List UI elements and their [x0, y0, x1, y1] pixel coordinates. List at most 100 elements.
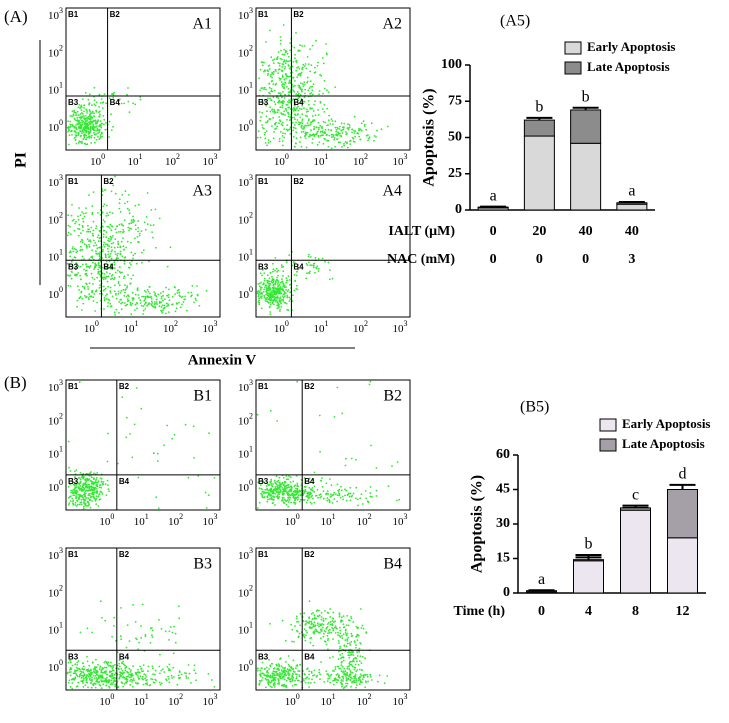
event-dot — [268, 83, 271, 85]
event-dot — [115, 231, 118, 234]
event-dot — [168, 681, 171, 684]
y-tick-label: 100 — [48, 658, 63, 674]
plot-label: B4 — [383, 556, 402, 573]
event-dot — [100, 480, 103, 483]
event-dot — [257, 295, 260, 298]
event-dot — [85, 669, 88, 671]
x-tick-label: 0 — [490, 224, 497, 239]
event-dot — [267, 301, 270, 304]
event-dot — [99, 484, 101, 487]
event-dot — [114, 672, 117, 674]
event-dot — [75, 119, 78, 122]
event-dot — [294, 102, 296, 105]
event-dot — [279, 42, 282, 45]
event-dot — [126, 678, 129, 681]
event-dot — [322, 131, 324, 134]
event-dot — [283, 502, 286, 505]
event-dot — [105, 122, 107, 124]
event-dot — [113, 278, 115, 281]
event-dot — [80, 503, 83, 506]
tick-exponent: 0 — [59, 658, 63, 667]
event-dot — [82, 498, 85, 501]
event-dot — [358, 683, 361, 686]
event-dot — [291, 264, 294, 267]
event-dot — [123, 683, 126, 685]
event-dot — [158, 619, 160, 621]
event-dot — [267, 72, 270, 75]
event-dot — [282, 493, 284, 495]
event-dot — [339, 667, 342, 670]
event-dot — [71, 497, 74, 500]
event-dot — [103, 288, 106, 291]
event-dot — [305, 634, 307, 637]
event-dot — [269, 291, 272, 294]
event-dot — [85, 109, 88, 111]
event-dot — [81, 667, 84, 670]
event-dot — [308, 477, 311, 480]
event-dot — [302, 499, 305, 501]
event-dot — [160, 682, 163, 685]
y-tick-label: 103 — [238, 173, 253, 189]
event-dot — [105, 236, 108, 239]
event-dot — [345, 682, 347, 685]
x-row-value: 0 — [536, 252, 543, 267]
significance-letter: d — [679, 466, 687, 483]
event-dot — [321, 57, 324, 59]
event-dot — [306, 264, 309, 266]
event-dot — [94, 668, 96, 671]
event-dot — [121, 194, 124, 196]
event-dot — [213, 477, 216, 479]
y-tick-label: 102 — [238, 43, 253, 59]
event-dot — [91, 211, 94, 214]
event-dot — [70, 214, 73, 217]
x-tick-label: 8 — [632, 604, 639, 619]
event-dot — [123, 664, 126, 667]
event-dot — [346, 127, 349, 130]
event-dot — [311, 85, 314, 88]
event-dot — [301, 45, 304, 47]
event-dot — [116, 269, 119, 272]
event-dot — [106, 676, 108, 679]
tick-exponent: 0 — [101, 152, 105, 161]
tick-exponent: 0 — [59, 478, 63, 487]
event-dot — [289, 132, 292, 135]
event-dot — [75, 674, 78, 676]
event-dot — [178, 670, 181, 672]
tick-exponent: 3 — [214, 692, 218, 701]
event-dot — [279, 296, 282, 299]
event-dot — [314, 100, 316, 103]
event-dot — [126, 207, 129, 210]
event-dot — [69, 120, 72, 123]
event-dot — [341, 652, 344, 655]
tick-exponent: 2 — [179, 692, 183, 701]
tick-exponent: 2 — [59, 210, 63, 219]
event-dot — [323, 632, 325, 635]
event-dot — [278, 681, 280, 684]
event-dot — [265, 104, 267, 107]
event-dot — [102, 248, 104, 251]
event-dot — [356, 651, 358, 654]
event-dot — [266, 274, 269, 277]
event-dot — [297, 494, 300, 497]
x-tick-label: 101 — [313, 152, 328, 168]
event-dot — [267, 498, 269, 501]
event-dot — [315, 630, 317, 633]
event-dot — [271, 686, 273, 689]
event-dot — [95, 101, 98, 104]
event-dot — [105, 102, 107, 105]
event-dot — [351, 671, 354, 674]
event-dot — [269, 313, 272, 316]
event-dot — [68, 264, 71, 266]
event-dot — [301, 127, 304, 130]
event-dot — [338, 125, 341, 128]
event-dot — [266, 144, 268, 147]
event-dot — [89, 127, 92, 130]
event-dot — [294, 671, 296, 673]
plot-frame — [255, 379, 411, 511]
event-dot — [259, 296, 262, 298]
event-dot — [82, 682, 84, 684]
event-dot — [293, 683, 296, 686]
event-dot — [289, 494, 292, 497]
event-dot — [276, 302, 279, 304]
event-dot — [257, 507, 259, 509]
